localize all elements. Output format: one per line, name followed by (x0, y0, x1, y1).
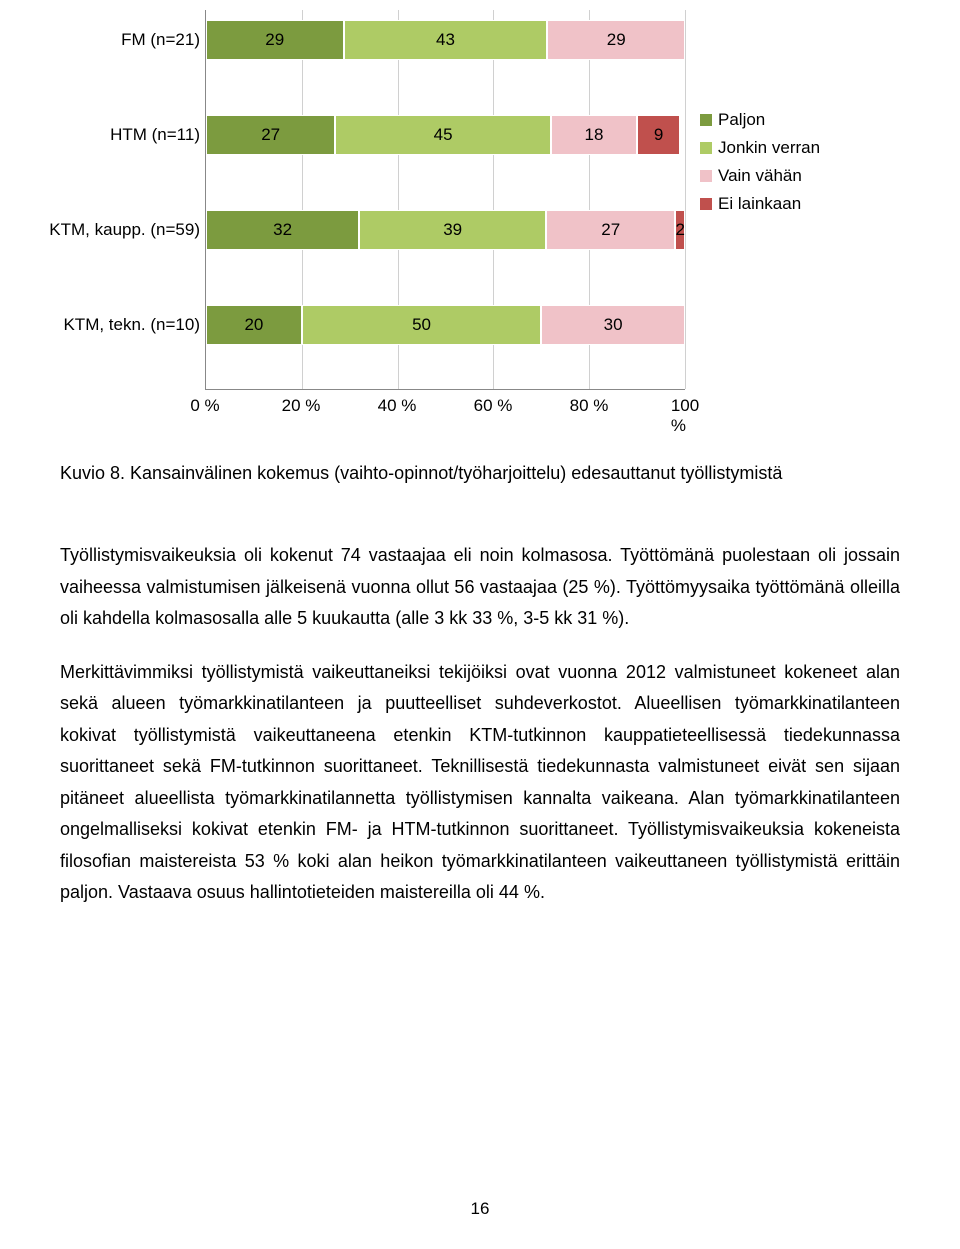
x-axis-tick-label: 20 % (282, 396, 321, 416)
legend-label: Jonkin verran (718, 138, 820, 158)
bar-segment-ei: 2 (675, 210, 685, 250)
x-axis-tick-label: 80 % (570, 396, 609, 416)
x-axis-tick-label: 40 % (378, 396, 417, 416)
bar-segment-jonkin: 50 (302, 305, 542, 345)
paragraph: Työllistymisvaikeuksia oli kokenut 74 va… (60, 540, 900, 635)
y-axis-label: HTM (n=11) (0, 115, 200, 155)
bar-segment-vain: 27 (546, 210, 675, 250)
chart-bar-row: 32 39 27 2 (206, 210, 685, 250)
bar-segment-jonkin: 45 (335, 115, 551, 155)
legend-swatch-icon (700, 114, 712, 126)
body-text: Työllistymisvaikeuksia oli kokenut 74 va… (60, 540, 900, 931)
bar-segment-vain: 29 (547, 20, 685, 60)
bar-segment-paljon: 32 (206, 210, 359, 250)
x-axis-tick-label: 60 % (474, 396, 513, 416)
legend-item: Vain vähän (700, 166, 820, 186)
x-axis-tick-label: 100 % (671, 396, 699, 436)
bar-segment-paljon: 27 (206, 115, 335, 155)
legend-label: Paljon (718, 110, 765, 130)
bar-segment-jonkin: 39 (359, 210, 546, 250)
y-axis-label: KTM, tekn. (n=10) (0, 305, 200, 345)
chart-bar-row: 27 45 18 9 (206, 115, 685, 155)
x-axis-ticks: 0 % 20 % 40 % 60 % 80 % 100 % (205, 396, 685, 420)
legend-label: Vain vähän (718, 166, 802, 186)
legend-swatch-icon (700, 198, 712, 210)
legend-swatch-icon (700, 170, 712, 182)
bar-segment-paljon: 20 (206, 305, 302, 345)
chart-plot-area: 29 43 29 27 45 18 9 32 39 27 2 20 50 30 (205, 10, 685, 390)
x-axis-tick-label: 0 % (190, 396, 219, 416)
bar-segment-jonkin: 43 (344, 20, 548, 60)
legend-item: Paljon (700, 110, 820, 130)
chart-gridline (685, 10, 686, 389)
legend-swatch-icon (700, 142, 712, 154)
chart-bar-row: 20 50 30 (206, 305, 685, 345)
chart-bar-row: 29 43 29 (206, 20, 685, 60)
page-number: 16 (0, 1199, 960, 1219)
y-axis-label: FM (n=21) (0, 20, 200, 60)
bar-segment-vain: 30 (541, 305, 685, 345)
legend-label: Ei lainkaan (718, 194, 801, 214)
y-axis-label: KTM, kaupp. (n=59) (0, 210, 200, 250)
legend-item: Jonkin verran (700, 138, 820, 158)
chart-legend: Paljon Jonkin verran Vain vähän Ei laink… (700, 110, 820, 222)
bar-segment-ei: 9 (637, 115, 680, 155)
bar-segment-paljon: 29 (206, 20, 344, 60)
paragraph: Merkittävimmiksi työllistymistä vaikeutt… (60, 657, 900, 909)
legend-item: Ei lainkaan (700, 194, 820, 214)
figure-caption: Kuvio 8. Kansainvälinen kokemus (vaihto-… (60, 460, 900, 486)
stacked-bar-chart: FM (n=21) HTM (n=11) KTM, kaupp. (n=59) … (60, 10, 900, 440)
bar-segment-vain: 18 (551, 115, 637, 155)
